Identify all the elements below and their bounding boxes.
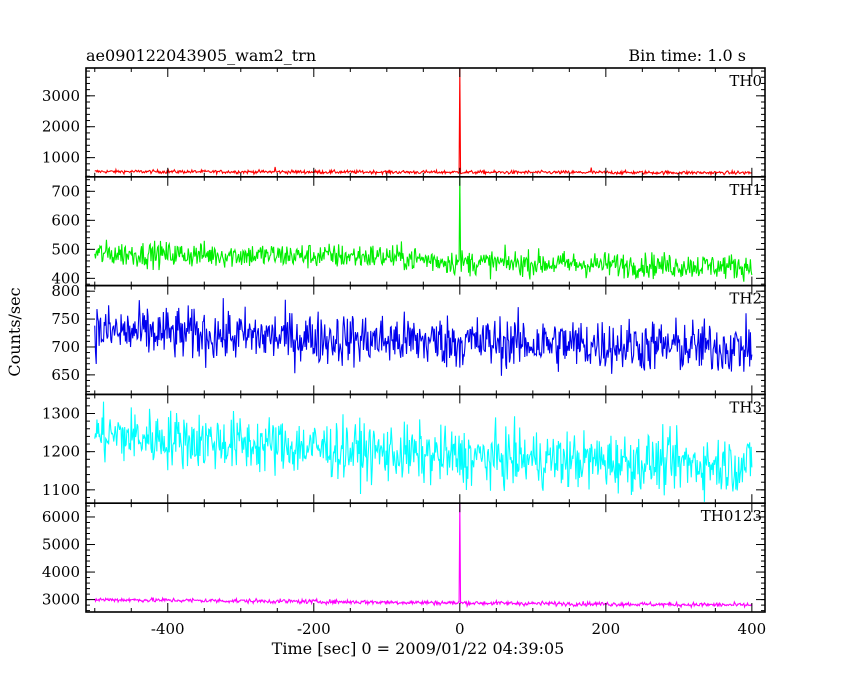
y-tick-label: 400 xyxy=(51,269,80,287)
x-tick-label: 400 xyxy=(738,620,767,638)
y-tick-label: 2000 xyxy=(42,118,80,136)
series-line-th2 xyxy=(94,298,753,376)
y-tick-label: 600 xyxy=(51,211,80,229)
y-tick-label: 800 xyxy=(51,282,80,300)
series-line-th0 xyxy=(94,68,753,177)
bin-time-label: Bin time: 1.0 s xyxy=(628,46,746,65)
panel-th3: 1100 1200 1300 TH3 xyxy=(42,393,766,504)
panel-th0: 1000 2000 3000 TH0 xyxy=(42,67,766,178)
y-axis-label: Counts/sec xyxy=(5,287,24,376)
panel-frame xyxy=(85,502,766,613)
panel-name-label: TH0123 xyxy=(701,507,762,525)
y-tick-label: 700 xyxy=(51,338,80,356)
y-tick-label: 500 xyxy=(51,240,80,258)
series-line-th3 xyxy=(94,401,753,502)
x-axis: -400 -200 0 200 400 xyxy=(151,620,766,638)
panel-name-label: TH0 xyxy=(729,72,762,90)
series-line-th0123 xyxy=(94,503,753,610)
panel-th0123: 3000 4000 5000 6000 TH0123 xyxy=(42,502,766,613)
x-tick-label: 0 xyxy=(455,620,465,638)
panel-frame xyxy=(85,67,766,178)
y-tick-label: 1300 xyxy=(42,404,80,422)
y-tick-label: 1200 xyxy=(42,443,80,461)
x-tick-label: -400 xyxy=(151,620,185,638)
x-tick-label: 200 xyxy=(592,620,621,638)
panel-th1: 400 500 600 700 TH1 xyxy=(51,176,766,287)
y-tick-label: 5000 xyxy=(42,536,80,554)
panel-name-label: TH2 xyxy=(729,290,762,308)
series-line-th1 xyxy=(94,176,753,282)
x-tick-label: -200 xyxy=(297,620,331,638)
y-tick-label: 6000 xyxy=(42,508,80,526)
y-tick-label: 650 xyxy=(51,366,80,384)
y-tick-label: 700 xyxy=(51,182,80,200)
y-tick-label: 4000 xyxy=(42,563,80,581)
y-tick-label: 1100 xyxy=(42,481,80,499)
y-tick-label: 1000 xyxy=(42,149,80,167)
panel-th2: 650 700 750 800 TH2 xyxy=(51,282,766,396)
x-axis-label: Time [sec] 0 = 2009/01/22 04:39:05 xyxy=(272,639,565,658)
chart-title-left: ae090122043905_wam2_trn xyxy=(86,46,316,65)
y-tick-label: 750 xyxy=(51,310,80,328)
y-tick-label: 3000 xyxy=(42,87,80,105)
y-tick-label: 3000 xyxy=(42,591,80,609)
panel-name-label: TH3 xyxy=(729,398,762,416)
panel-name-label: TH1 xyxy=(729,181,762,199)
panels-group: 1000 2000 3000 TH0 400 500 600 700 TH1 650 700 750 8… xyxy=(42,67,766,613)
